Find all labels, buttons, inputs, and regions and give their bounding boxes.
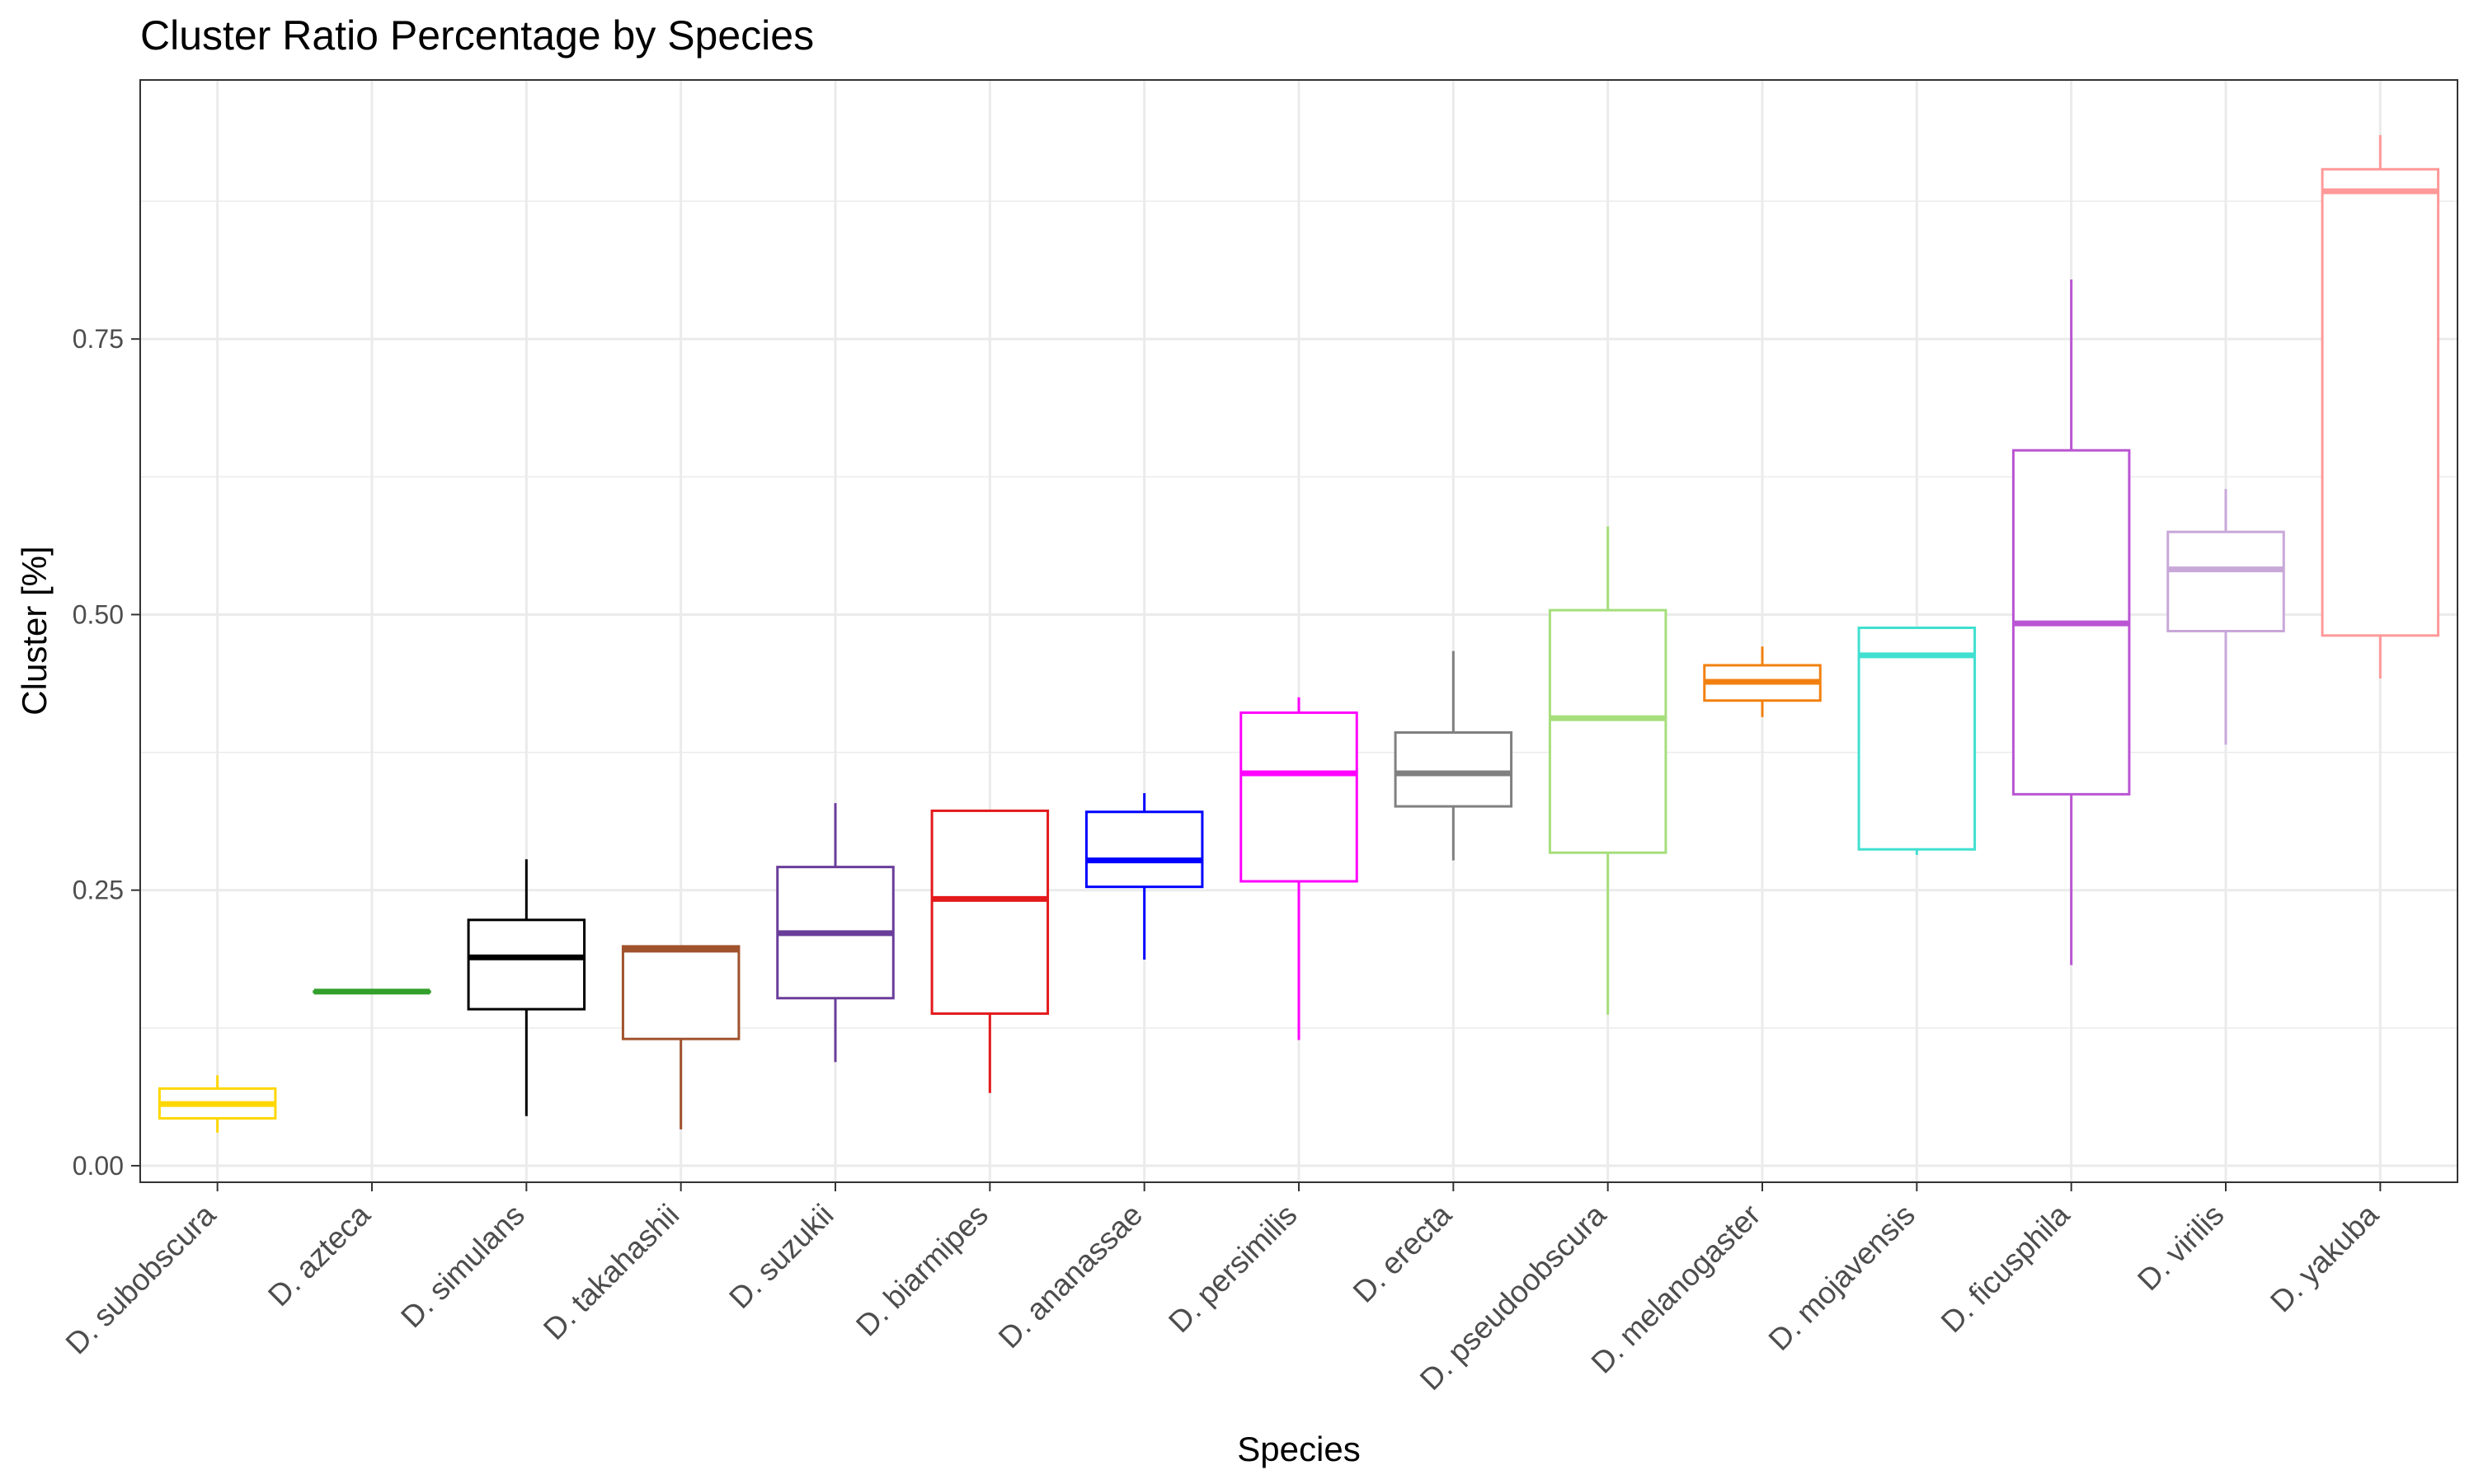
x-tick-label: D. erecta [1347, 1197, 1458, 1308]
box-group [1703, 646, 1822, 717]
box-group [2166, 489, 2285, 745]
x-tick-label: D. melanogaster [1585, 1198, 1767, 1380]
box [1239, 711, 1358, 883]
y-tick-label: 0.50 [73, 599, 124, 629]
box-group [467, 859, 586, 1116]
box-group [1394, 650, 1513, 861]
x-tick-label: D. ananassae [992, 1198, 1149, 1355]
x-tick-label: D. simulans [394, 1198, 531, 1335]
box-group [1239, 697, 1358, 1040]
y-tick-label: 0.25 [73, 876, 124, 905]
box-group [1548, 526, 1667, 1015]
box [1548, 608, 1667, 854]
box [1857, 626, 1977, 851]
x-axis-title: Species [1237, 1430, 1360, 1468]
x-tick-label: D. mojavensis [1762, 1198, 1921, 1357]
box [1084, 810, 1204, 889]
box-group [2321, 134, 2440, 679]
box-group [1857, 626, 1977, 855]
box-group [621, 945, 741, 1129]
x-tick-label: D. virilis [2131, 1198, 2231, 1298]
x-tick-label: D. azteca [261, 1197, 377, 1313]
x-tick-label: D. biarmipes [849, 1198, 995, 1343]
box-group [930, 809, 1050, 1093]
box [2321, 167, 2440, 637]
x-tick-label: D. ficusphila [1935, 1197, 2077, 1339]
box-group [313, 989, 431, 995]
chart-title: Cluster Ratio Percentage by Species [140, 12, 814, 59]
box [621, 945, 741, 1040]
box [2166, 530, 2285, 632]
x-tick-label: D. persimilis [1162, 1198, 1303, 1339]
box [930, 809, 1050, 1015]
box [467, 918, 586, 1011]
box-group [158, 1075, 277, 1133]
y-tick-label: 0.75 [73, 324, 124, 354]
x-tick-label: D. subobscura [59, 1197, 223, 1360]
x-tick-label: D. yakuba [2264, 1197, 2385, 1318]
box [1394, 731, 1513, 808]
y-tick-label: 0.00 [73, 1151, 124, 1181]
box-group [2011, 279, 2131, 965]
y-axis-title: Cluster [%] [15, 546, 54, 715]
box-group [776, 803, 895, 1063]
box-group [1084, 793, 1204, 960]
x-tick-label: D. suzukii [722, 1198, 840, 1315]
box-layer [158, 134, 2440, 1133]
x-tick-label: D. takahashii [537, 1198, 685, 1346]
